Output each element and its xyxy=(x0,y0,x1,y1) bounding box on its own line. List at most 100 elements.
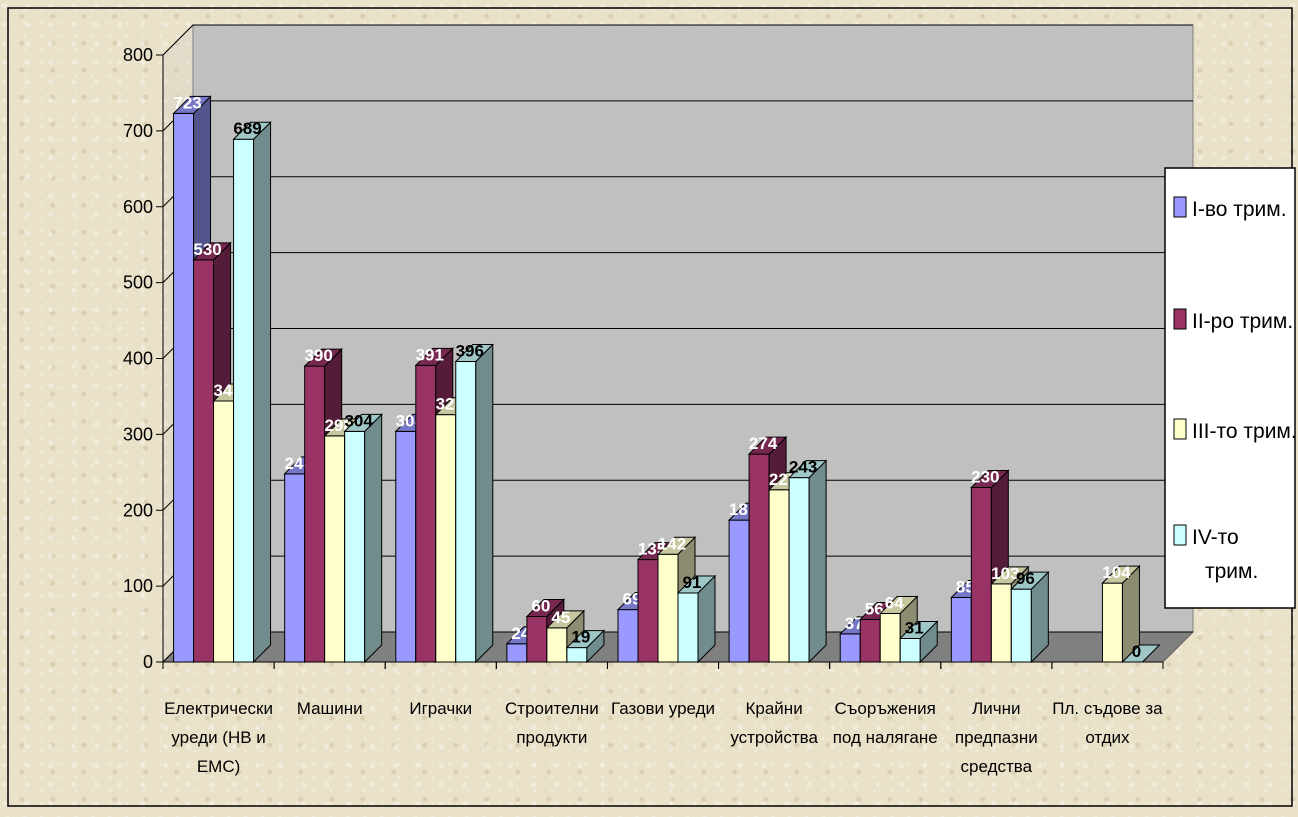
bar-front xyxy=(839,633,861,663)
bar-top xyxy=(303,348,343,367)
bar-top xyxy=(454,344,494,363)
bar-top xyxy=(525,598,566,617)
legend-swatch-1 xyxy=(1173,196,1187,218)
category-label: Съоръжения xyxy=(835,699,936,718)
data-label: 304 xyxy=(344,411,373,430)
bar-front xyxy=(324,435,346,663)
category-label: Играчки xyxy=(409,699,472,718)
category-label: уреди (НВ и xyxy=(171,728,265,747)
legend-box xyxy=(1164,167,1296,609)
bar-4 xyxy=(1121,644,1161,663)
data-label: 56 xyxy=(865,600,884,619)
bar-front xyxy=(1010,588,1032,663)
bar-top xyxy=(990,566,1030,585)
category-label: отдих xyxy=(1085,728,1130,747)
y-tick-label: 500 xyxy=(123,273,153,293)
bar-front xyxy=(617,609,639,663)
data-label: 85 xyxy=(956,578,975,597)
bar-4 xyxy=(454,343,494,664)
bar-4 xyxy=(343,413,383,664)
bar-top xyxy=(414,347,454,366)
data-label: 69 xyxy=(623,590,642,609)
data-label: 243 xyxy=(789,458,817,477)
data-label: 103 xyxy=(991,564,1019,583)
legend-swatch-4 xyxy=(1173,524,1187,546)
bar-front xyxy=(768,489,790,663)
data-label: 64 xyxy=(885,593,904,612)
data-label: 0 xyxy=(1132,642,1141,661)
bar-front xyxy=(506,643,528,663)
bar-front xyxy=(395,430,417,663)
bar-top xyxy=(879,595,919,614)
category-label: Крайни xyxy=(746,699,803,718)
bar-4 xyxy=(787,459,828,664)
bar-front xyxy=(859,619,881,663)
y-tick-label: 800 xyxy=(123,45,153,65)
legend-swatch-3 xyxy=(1173,418,1187,440)
bar-front xyxy=(455,361,477,663)
data-label: 19 xyxy=(571,628,590,647)
category-label: продукти xyxy=(516,728,587,747)
legend-swatch-2 xyxy=(1173,308,1187,330)
legend-label-3: III-то трим. xyxy=(1192,420,1297,443)
category-label: Строителни xyxy=(505,699,599,718)
bar-front xyxy=(526,615,548,663)
category-label: Лични xyxy=(972,699,1020,718)
bar-4 xyxy=(232,121,272,664)
category-label: ЕМС) xyxy=(197,757,240,776)
bar-front xyxy=(728,519,750,663)
data-label: 723 xyxy=(173,93,201,112)
bar-side xyxy=(475,343,494,664)
legend-label-2: II-ро трим. xyxy=(1192,310,1293,333)
data-label: 230 xyxy=(971,467,999,486)
bar-front xyxy=(173,112,195,663)
data-label: 91 xyxy=(683,573,702,592)
category-label: Машини xyxy=(297,699,363,718)
bar-top xyxy=(747,436,788,455)
bar-side xyxy=(364,413,383,664)
bar-front xyxy=(657,553,679,663)
bar-front xyxy=(990,583,1012,663)
legend-label-4: IV-то xyxy=(1192,526,1239,549)
bar-top xyxy=(172,95,212,114)
bar-top xyxy=(1121,644,1161,663)
category-label: средства xyxy=(961,757,1033,776)
bar-front xyxy=(344,430,366,663)
bar-top xyxy=(676,575,717,594)
bar-top xyxy=(343,413,383,432)
bar-top xyxy=(1010,571,1050,590)
gridline-side xyxy=(162,24,194,56)
y-tick-label: 0 xyxy=(143,652,153,672)
bar-side xyxy=(253,121,272,664)
bar-front xyxy=(566,647,588,663)
bar-front xyxy=(233,138,255,663)
bar-front xyxy=(546,627,568,663)
y-tick-label: 200 xyxy=(123,500,153,520)
data-label: 390 xyxy=(304,346,332,365)
bar-4 xyxy=(565,629,606,664)
bar-front xyxy=(637,559,659,663)
bar-front xyxy=(970,486,992,663)
bar-top xyxy=(899,620,939,639)
bar-front xyxy=(435,414,457,663)
bar-4 xyxy=(1010,570,1050,664)
data-label: 24 xyxy=(511,624,530,643)
bar-front xyxy=(788,477,810,663)
data-label: 391 xyxy=(416,345,444,364)
bar-front xyxy=(879,612,901,663)
data-label: 142 xyxy=(658,534,686,553)
data-label: 45 xyxy=(551,608,570,627)
bar-front xyxy=(415,364,437,663)
bar-top xyxy=(545,610,586,629)
category-label: устройства xyxy=(730,728,818,747)
bar-top xyxy=(787,460,828,479)
bar-4 xyxy=(899,620,939,664)
y-tick-label: 700 xyxy=(123,121,153,141)
bar-front xyxy=(748,453,770,663)
data-label: 31 xyxy=(905,618,924,637)
data-label: 274 xyxy=(749,434,778,453)
data-label: 37 xyxy=(845,614,864,633)
bar-4 xyxy=(676,574,717,664)
bar-top xyxy=(232,121,272,140)
